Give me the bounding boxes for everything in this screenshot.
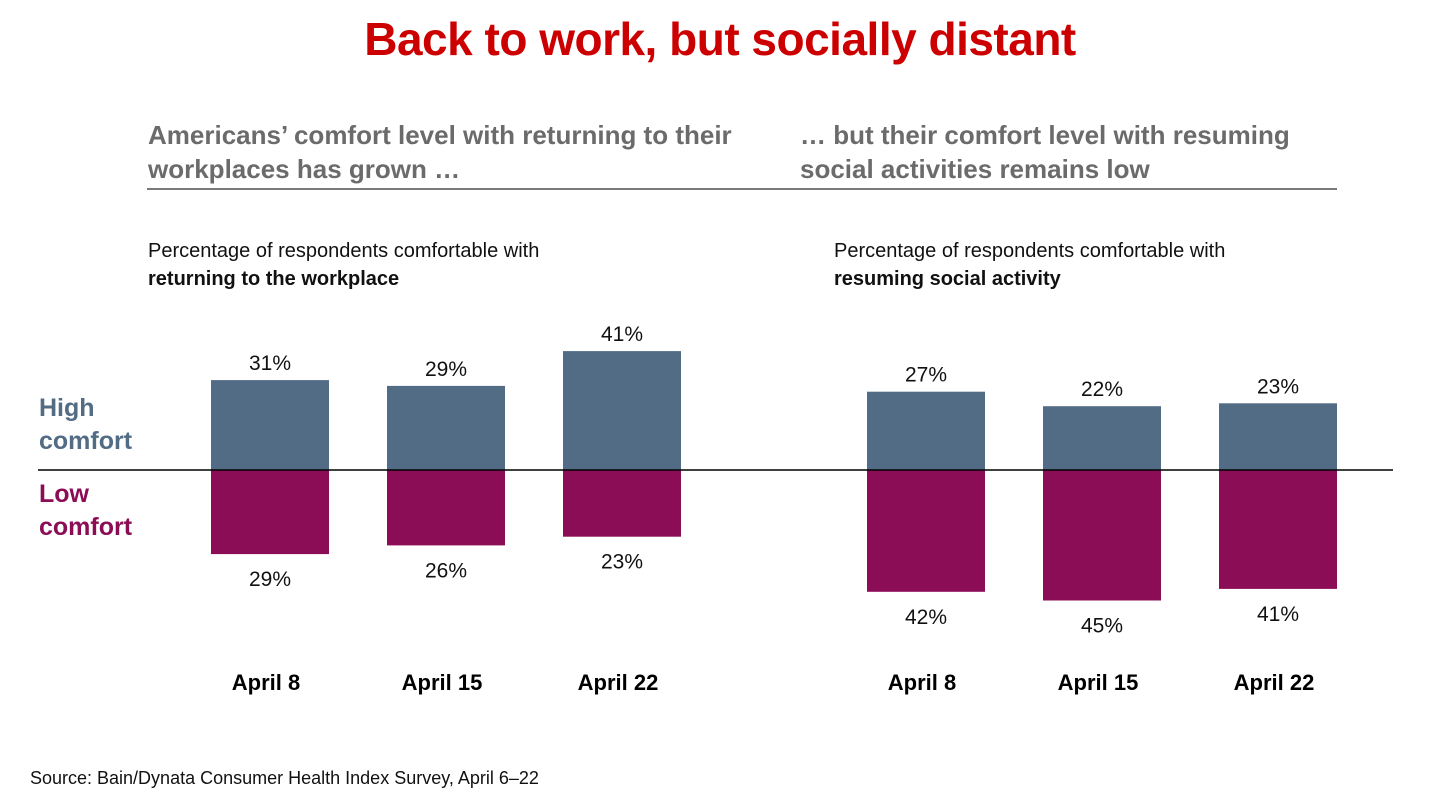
- bar-low-comfort: [387, 470, 505, 546]
- bar-low-comfort: [1219, 470, 1337, 589]
- data-label-high: 31%: [249, 352, 291, 375]
- left-subtitle-text: Percentage of respondents comfortable wi…: [148, 240, 540, 262]
- data-label-low: 41%: [1257, 603, 1299, 626]
- right-subtitle-bold: resuming social activity: [834, 268, 1061, 290]
- x-tick-label: April 22: [578, 670, 659, 695]
- data-label-low: 45%: [1081, 615, 1123, 638]
- right-subtitle-text: Percentage of respondents comfortable wi…: [834, 240, 1226, 262]
- bar-low-comfort: [211, 470, 329, 555]
- data-label-high: 41%: [601, 323, 643, 346]
- bar-high-comfort: [1043, 406, 1161, 470]
- data-label-low: 23%: [601, 551, 643, 574]
- data-label-high: 27%: [905, 364, 947, 387]
- data-label-low: 29%: [249, 568, 291, 591]
- data-label-low: 42%: [905, 606, 947, 629]
- bar-high-comfort: [1219, 403, 1337, 470]
- bar-low-comfort: [563, 470, 681, 537]
- x-tick-label: April 22: [1234, 670, 1315, 695]
- legend-low-comfort: Low comfort: [39, 478, 132, 544]
- bar-high-comfort: [211, 380, 329, 470]
- bar-high-comfort: [867, 391, 985, 470]
- right-chart-subtitle: Percentage of respondents comfortable wi…: [834, 237, 1225, 293]
- source-note: Source: Bain/Dynata Consumer Health Inde…: [30, 768, 539, 788]
- left-subtitle-bold: returning to the workplace: [148, 268, 400, 290]
- x-tick-label: April 8: [232, 670, 300, 695]
- x-tick-label: April 8: [888, 670, 956, 695]
- left-chart-subtitle: Percentage of respondents comfortable wi…: [148, 237, 539, 293]
- bar-low-comfort: [867, 470, 985, 592]
- right-section-heading: … but their comfort level with resuming …: [800, 120, 1290, 184]
- legend-high-label: High comfort: [39, 394, 133, 455]
- data-label-low: 26%: [425, 559, 467, 582]
- bar-low-comfort: [1043, 470, 1161, 601]
- legend-high-comfort: High comfort: [39, 392, 132, 458]
- data-label-high: 23%: [1257, 375, 1299, 398]
- data-label-high: 29%: [425, 358, 467, 381]
- header-divider: [147, 188, 1337, 190]
- bar-high-comfort: [387, 385, 505, 470]
- chart-title: Back to work, but socially distant: [364, 13, 1076, 65]
- data-label-high: 22%: [1081, 378, 1123, 401]
- bar-high-comfort: [563, 351, 681, 470]
- legend-low-label: Low comfort: [39, 480, 133, 541]
- left-section-heading: Americans’ comfort level with returning …: [148, 120, 732, 184]
- x-tick-label: April 15: [1058, 670, 1139, 695]
- x-tick-label: April 15: [402, 670, 483, 695]
